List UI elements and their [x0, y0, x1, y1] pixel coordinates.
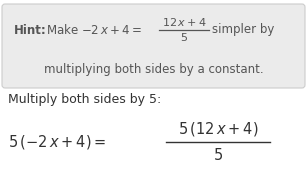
Text: simpler by: simpler by [212, 23, 274, 37]
Text: $5\,(12\,x + 4)$: $5\,(12\,x + 4)$ [178, 120, 258, 138]
Text: 5: 5 [213, 148, 223, 163]
Text: $12\,x + 4$: $12\,x + 4$ [162, 16, 206, 28]
FancyBboxPatch shape [2, 4, 305, 88]
Text: Multiply both sides by 5:: Multiply both sides by 5: [8, 94, 161, 106]
Text: Make $-2\,x + 4 =$: Make $-2\,x + 4 =$ [46, 23, 142, 37]
Text: $5\,(-2\,x + 4) =$: $5\,(-2\,x + 4) =$ [8, 133, 106, 151]
Text: Hint:: Hint: [14, 23, 47, 37]
Text: multiplying both sides by a constant.: multiplying both sides by a constant. [44, 63, 264, 75]
Text: 5: 5 [180, 33, 188, 43]
